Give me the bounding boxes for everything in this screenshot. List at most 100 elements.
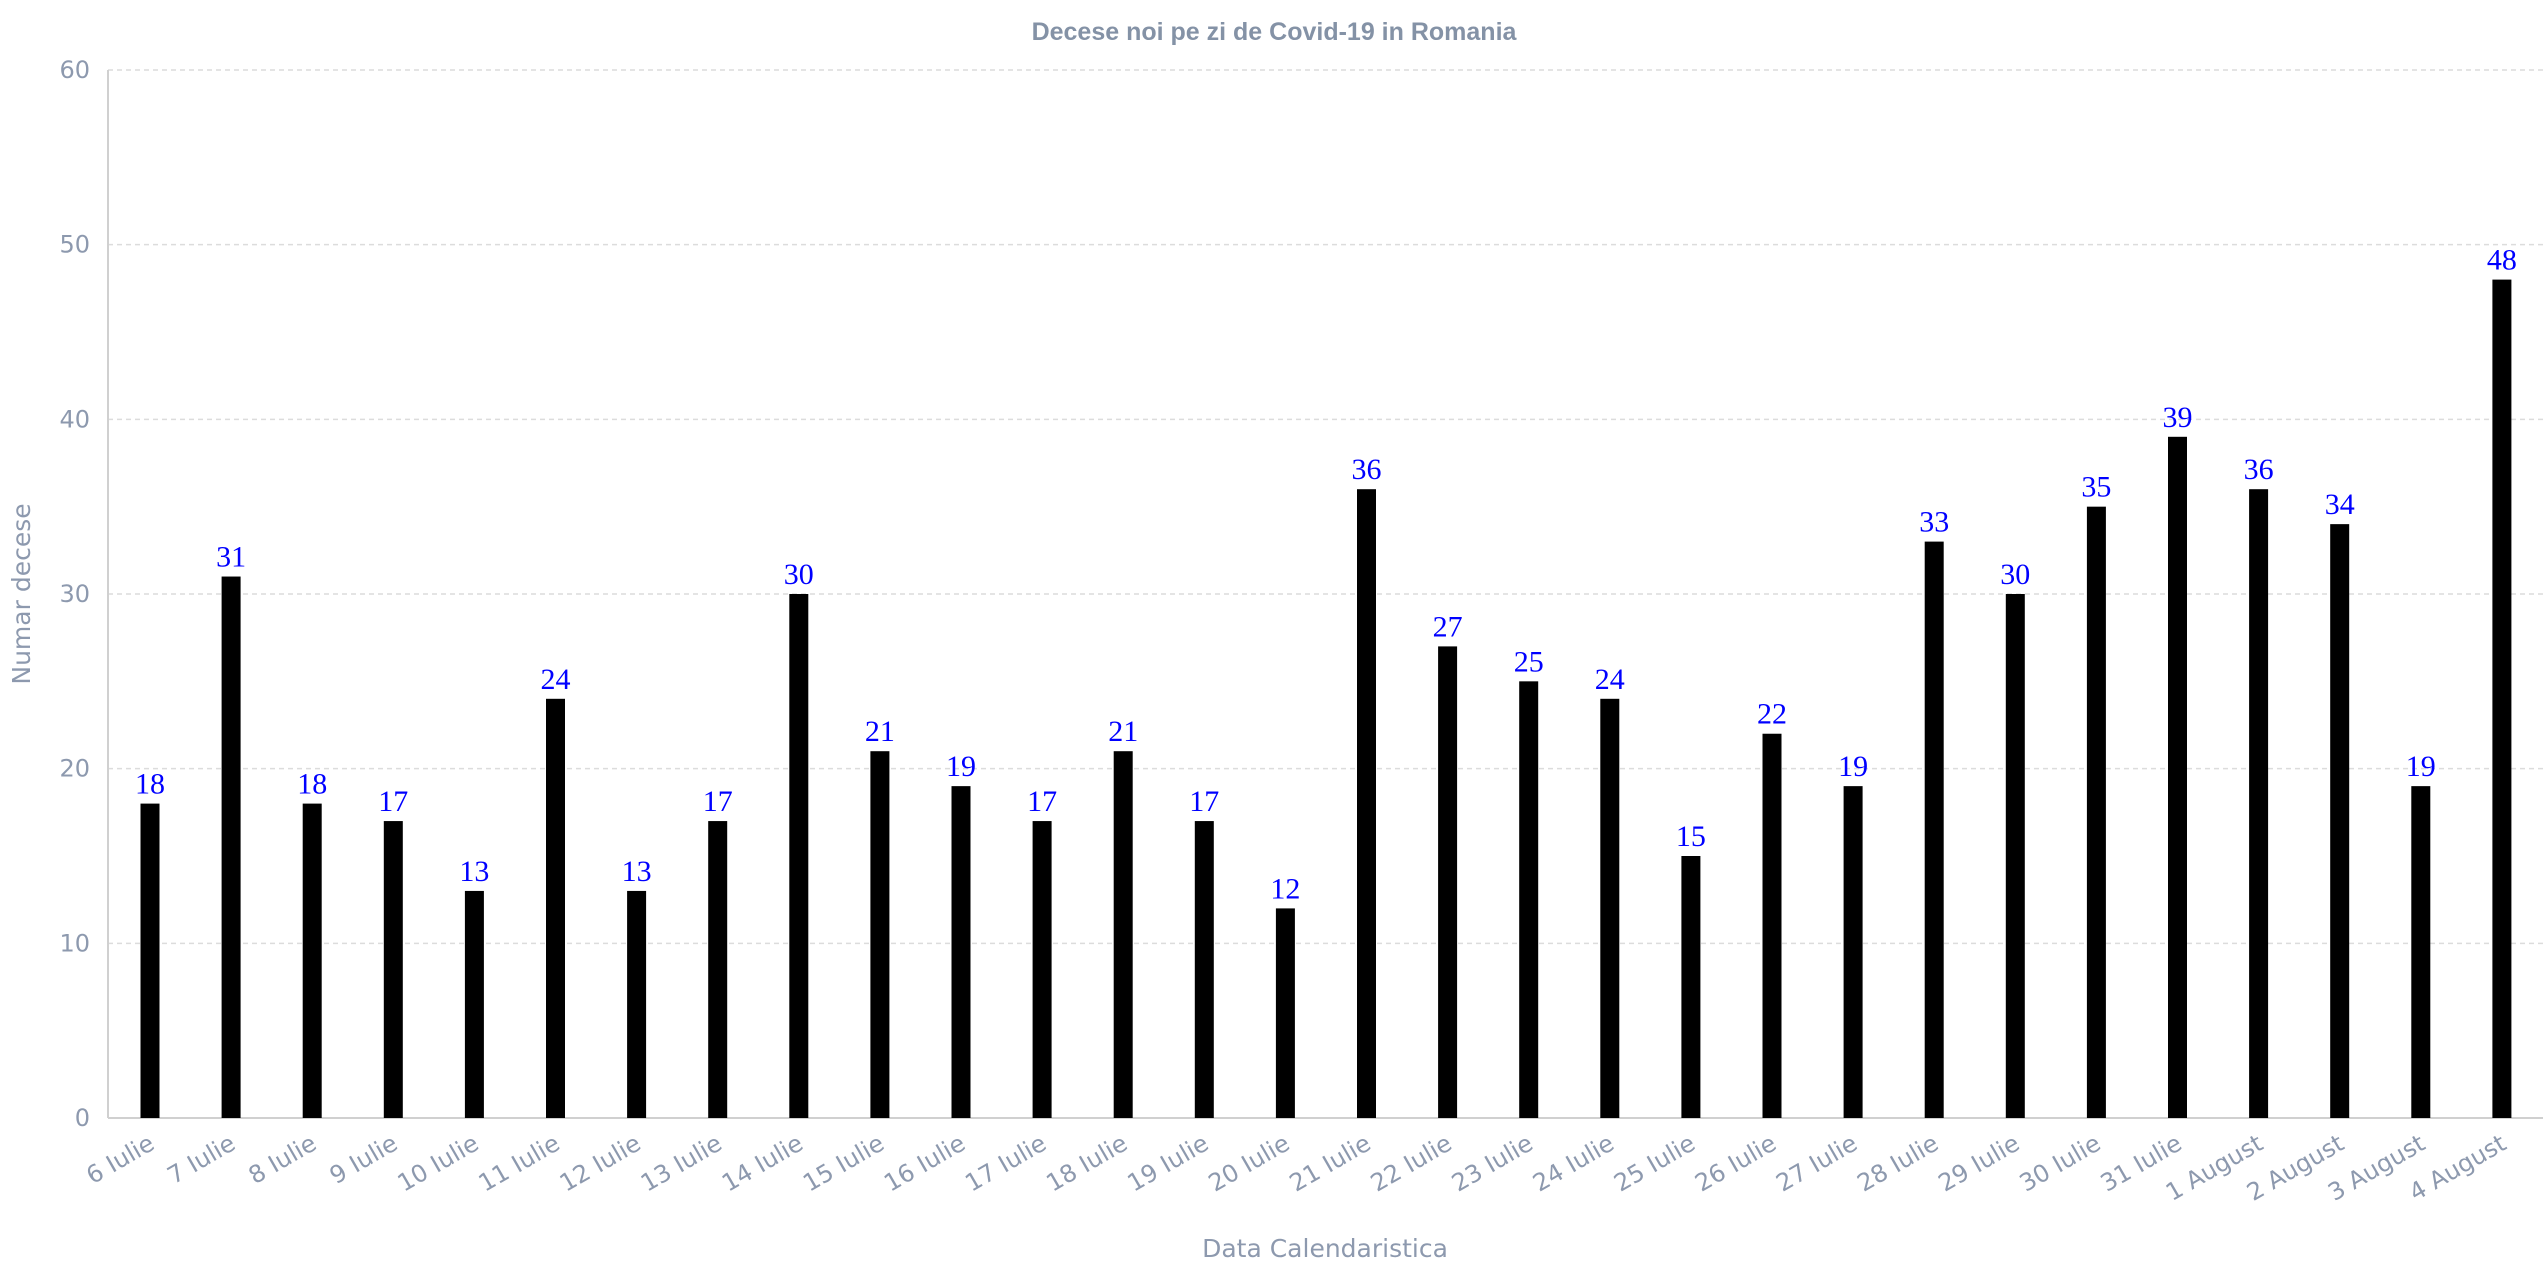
x-tick-label: 29 Iulie	[1934, 1129, 2025, 1198]
data-label: 17	[1189, 785, 1219, 818]
y-tick-label: 20	[59, 755, 90, 783]
x-tick-label: 27 Iulie	[1771, 1129, 1862, 1198]
y-tick-label: 50	[59, 231, 90, 259]
bar	[708, 821, 728, 1118]
data-label: 19	[946, 750, 976, 783]
data-label: 22	[1757, 698, 1787, 731]
bar	[1438, 646, 1458, 1118]
bar	[1924, 541, 1944, 1118]
data-label: 19	[1838, 750, 1868, 783]
bar	[1194, 821, 1214, 1118]
x-tick-label: 17 Iulie	[960, 1129, 1051, 1198]
y-tick-label: 40	[59, 405, 90, 433]
y-axis-ticks: 0 10 20 30 40 50 60	[59, 56, 90, 1132]
data-label: 33	[1919, 506, 1949, 539]
y-axis-title: Numar decese	[7, 503, 36, 684]
data-label: 31	[216, 541, 246, 574]
bar	[221, 576, 241, 1118]
bar	[464, 890, 484, 1118]
x-tick-label: 9 Iulie	[325, 1129, 402, 1190]
x-tick-label: 19 Iulie	[1123, 1129, 1214, 1198]
x-tick-label: 8 Iulie	[244, 1129, 321, 1190]
gridlines	[108, 69, 2543, 945]
data-label: 27	[1433, 610, 1463, 643]
x-tick-label: 26 Iulie	[1690, 1129, 1781, 1198]
bars	[140, 279, 2512, 1119]
data-label: 39	[2163, 401, 2193, 434]
bar	[1681, 856, 1701, 1118]
bar	[627, 890, 647, 1118]
bar	[2005, 594, 2025, 1118]
data-label: 17	[378, 785, 408, 818]
bar	[2249, 489, 2269, 1118]
x-tick-label: 25 Iulie	[1609, 1129, 1700, 1198]
y-tick-label: 10	[59, 929, 90, 957]
bar	[1357, 489, 1376, 1118]
bar	[546, 698, 565, 1118]
x-tick-label: 20 Iulie	[1204, 1129, 1295, 1198]
y-tick-label: 0	[75, 1104, 90, 1132]
data-label: 35	[2081, 471, 2111, 504]
data-label: 36	[2244, 453, 2274, 486]
x-tick-label: 11 Iulie	[474, 1129, 565, 1198]
x-tick-label: 28 Iulie	[1853, 1129, 1944, 1198]
x-tick-label: 15 Iulie	[798, 1129, 889, 1198]
data-label: 30	[784, 558, 814, 591]
x-axis-title: Data Calendaristica	[1202, 1234, 1448, 1263]
y-tick-label: 60	[59, 56, 90, 84]
x-tick-label: 18 Iulie	[1042, 1129, 1133, 1198]
data-label: 13	[459, 855, 489, 888]
x-tick-label: 7 Iulie	[163, 1129, 240, 1190]
x-tick-label: 21 Iulie	[1285, 1129, 1376, 1198]
bar	[2411, 786, 2431, 1118]
bar	[1519, 681, 1539, 1118]
bar	[1275, 908, 1295, 1118]
bar	[2330, 524, 2350, 1118]
x-tick-label: 14 Iulie	[717, 1129, 808, 1198]
bar	[302, 803, 322, 1118]
data-label: 18	[135, 768, 165, 801]
data-label: 21	[865, 715, 895, 748]
data-label: 17	[1027, 785, 1057, 818]
data-label: 17	[703, 785, 733, 818]
bar	[1600, 698, 1620, 1118]
bar	[1843, 786, 1863, 1118]
data-label: 36	[1352, 453, 1382, 486]
data-label: 24	[1595, 663, 1625, 696]
data-label: 12	[1270, 872, 1300, 905]
bar	[383, 821, 403, 1118]
y-tick-label: 30	[59, 580, 90, 608]
x-tick-label: 6 Iulie	[82, 1129, 159, 1190]
bar	[140, 803, 160, 1118]
bar	[870, 751, 890, 1118]
data-label: 30	[2000, 558, 2030, 591]
chart-title: Decese noi pe zi de Covid-19 in Romania	[1032, 18, 1518, 46]
data-label: 15	[1676, 820, 1706, 853]
bar	[951, 786, 971, 1118]
x-tick-label: 24 Iulie	[1528, 1129, 1619, 1198]
bar	[2086, 506, 2106, 1119]
bar	[1113, 751, 1133, 1118]
bar	[1032, 821, 1052, 1118]
x-tick-label: 13 Iulie	[636, 1129, 727, 1198]
x-tick-label: 23 Iulie	[1447, 1129, 1538, 1198]
data-label: 18	[297, 768, 327, 801]
x-tick-label: 22 Iulie	[1366, 1129, 1457, 1198]
bar	[1762, 733, 1782, 1118]
data-label: 19	[2406, 750, 2436, 783]
data-label: 21	[1108, 715, 1138, 748]
bar	[2492, 279, 2512, 1119]
data-label: 24	[541, 663, 571, 696]
data-labels: 18 31 18 17 13 24 13 17 30 21 19 17 21 17 12 36 27 25 24 15…	[135, 244, 2517, 906]
bar	[789, 594, 809, 1118]
x-tick-label: 30 Iulie	[2015, 1129, 2106, 1198]
data-label: 48	[2487, 244, 2517, 277]
x-tick-label: 16 Iulie	[879, 1129, 970, 1198]
data-label: 25	[1514, 645, 1544, 678]
data-label: 13	[622, 855, 652, 888]
x-tick-label: 10 Iulie	[393, 1129, 484, 1198]
data-label: 34	[2325, 488, 2355, 521]
x-tick-label: 12 Iulie	[555, 1129, 646, 1198]
